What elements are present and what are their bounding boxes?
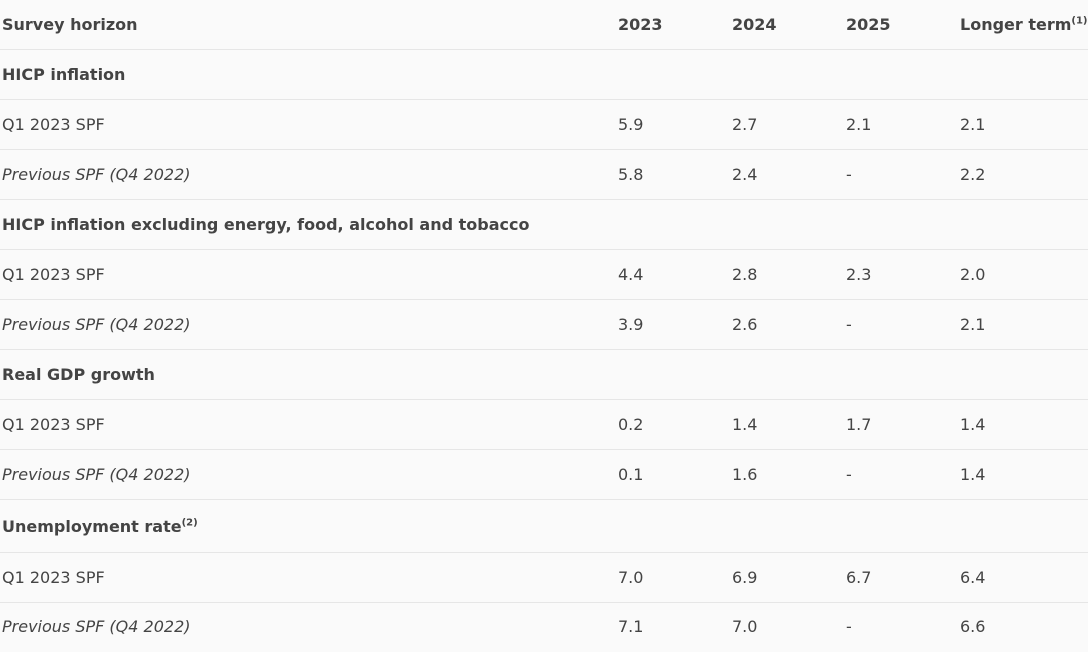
section-title: HICP inflation excluding energy, food, a…	[0, 215, 618, 234]
section-row: HICP inflation excluding energy, food, a…	[0, 200, 1088, 250]
data-row: Previous SPF (Q4 2022) 3.9 2.6 - 2.1	[0, 300, 1088, 350]
value-cell: 3.9	[618, 315, 644, 334]
header-row: Survey horizon 2023 2024 2025 Longer term(1)	[0, 0, 1088, 50]
value-cell: -	[846, 315, 852, 334]
value-cell: 2.6	[732, 315, 758, 334]
section-title: Unemployment rate(2)	[0, 517, 618, 536]
value-cell: 2.3	[846, 265, 872, 284]
data-row: Q1 2023 SPF 0.2 1.4 1.7 1.4	[0, 400, 1088, 450]
row-label: Q1 2023 SPF	[2, 265, 105, 284]
value-cell: 1.4	[960, 465, 986, 484]
value-cell: 2.1	[846, 115, 872, 134]
row-label: Previous SPF (Q4 2022)	[2, 465, 191, 484]
value-cell: 2.0	[960, 265, 986, 284]
data-row: Previous SPF (Q4 2022) 5.8 2.4 - 2.2	[0, 150, 1088, 200]
data-row: Q1 2023 SPF 7.0 6.9 6.7 6.4	[0, 553, 1088, 603]
section-row: Unemployment rate(2)	[0, 500, 1088, 553]
value-cell: 1.4	[960, 415, 986, 434]
value-cell: 6.6	[960, 617, 986, 636]
value-cell: 2.4	[732, 165, 758, 184]
value-cell: 6.9	[732, 568, 758, 587]
value-cell: 2.1	[960, 115, 986, 134]
value-cell: 4.4	[618, 265, 644, 284]
value-cell: 7.1	[618, 617, 644, 636]
value-cell: -	[846, 165, 852, 184]
header-cell: Survey horizon	[0, 15, 618, 34]
header-text: Longer term	[960, 15, 1072, 34]
header-text: 2025	[846, 15, 891, 34]
value-cell: 2.2	[960, 165, 986, 184]
header-cell: Longer term(1)	[960, 15, 1088, 34]
value-cell: 2.7	[732, 115, 758, 134]
data-row: Previous SPF (Q4 2022) 0.1 1.6 - 1.4	[0, 450, 1088, 500]
value-cell: 6.7	[846, 568, 872, 587]
header-text: 2023	[618, 15, 663, 34]
header-text: 2024	[732, 15, 777, 34]
section-text: Unemployment rate	[2, 516, 182, 536]
header-cell: 2023	[618, 15, 732, 34]
footnote-ref: (1)	[1071, 15, 1088, 27]
section-text: Real GDP growth	[2, 365, 155, 384]
row-label: Previous SPF (Q4 2022)	[2, 315, 191, 334]
row-label: Previous SPF (Q4 2022)	[2, 165, 191, 184]
data-row: Q1 2023 SPF 4.4 2.8 2.3 2.0	[0, 250, 1088, 300]
data-row: Previous SPF (Q4 2022) 7.1 7.0 - 6.6	[0, 603, 1088, 650]
data-row: Q1 2023 SPF 5.9 2.7 2.1 2.1	[0, 100, 1088, 150]
section-row: Real GDP growth	[0, 350, 1088, 400]
value-cell: -	[846, 465, 852, 484]
value-cell: 6.4	[960, 568, 986, 587]
value-cell: 1.7	[846, 415, 872, 434]
value-cell: 2.8	[732, 265, 758, 284]
value-cell: 7.0	[732, 617, 758, 636]
value-cell: 7.0	[618, 568, 644, 587]
value-cell: 0.2	[618, 415, 644, 434]
row-label: Previous SPF (Q4 2022)	[2, 617, 191, 636]
section-title: Real GDP growth	[0, 365, 618, 384]
row-label: Q1 2023 SPF	[2, 415, 105, 434]
section-text: HICP inflation excluding energy, food, a…	[2, 215, 530, 234]
value-cell: 5.9	[618, 115, 644, 134]
value-cell: -	[846, 617, 852, 636]
header-text: Survey horizon	[2, 15, 138, 34]
section-title: HICP inflation	[0, 65, 618, 84]
row-label: Q1 2023 SPF	[2, 568, 105, 587]
footnote-ref: (2)	[181, 517, 198, 529]
section-text: HICP inflation	[2, 65, 126, 84]
section-row: HICP inflation	[0, 50, 1088, 100]
value-cell: 1.4	[732, 415, 758, 434]
value-cell: 1.6	[732, 465, 758, 484]
value-cell: 5.8	[618, 165, 644, 184]
header-cell: 2025	[846, 15, 960, 34]
header-cell: 2024	[732, 15, 846, 34]
value-cell: 2.1	[960, 315, 986, 334]
row-label: Q1 2023 SPF	[2, 115, 105, 134]
value-cell: 0.1	[618, 465, 644, 484]
